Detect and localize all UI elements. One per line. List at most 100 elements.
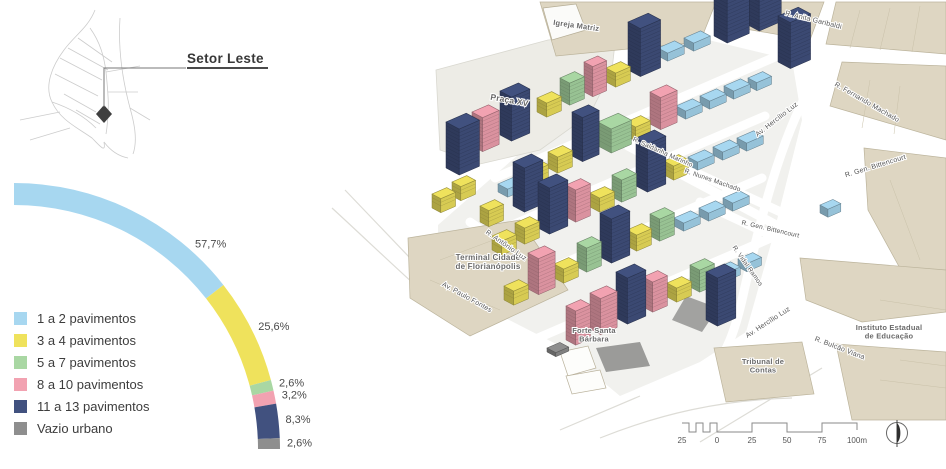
floor-line	[571, 133, 583, 140]
building	[737, 252, 763, 273]
floor-line	[575, 315, 591, 323]
building	[605, 61, 632, 88]
street	[490, 52, 780, 183]
building	[499, 82, 531, 142]
floor-line	[600, 309, 618, 317]
floor-lines	[576, 245, 602, 267]
floor-line	[565, 323, 576, 330]
floor-line	[600, 323, 618, 332]
floor-line	[549, 208, 568, 218]
floor-line	[635, 163, 648, 170]
building-roof	[649, 207, 676, 220]
scale-bar-line	[682, 422, 858, 433]
floor-line	[659, 223, 675, 231]
floor-line	[627, 277, 646, 286]
floor-line	[615, 297, 628, 304]
floor-line	[647, 164, 666, 174]
floor-line	[659, 216, 675, 223]
building	[713, 0, 750, 44]
building-roof	[576, 236, 603, 249]
floor-line	[537, 185, 550, 192]
building	[565, 178, 592, 223]
floor-line	[652, 297, 668, 304]
legend-item: 11 a 13 pavimentos	[14, 399, 150, 414]
floor-line	[597, 132, 612, 141]
floor-line	[482, 121, 500, 129]
floor-line	[647, 179, 666, 188]
scale-tick-label: 25	[748, 436, 757, 445]
floor-lines	[649, 93, 678, 124]
floor-line	[575, 318, 591, 326]
floor-line	[571, 151, 583, 158]
floor-line	[499, 101, 512, 109]
floor-line	[499, 94, 512, 101]
floor-line	[575, 187, 591, 194]
floor-line	[713, 25, 728, 33]
area-label: Forte Santa Bárbara	[572, 326, 616, 344]
legend-label: 11 a 13 pavimentos	[37, 399, 150, 414]
north-arrow-icon	[886, 420, 908, 447]
floor-line	[576, 250, 587, 256]
building	[576, 236, 603, 273]
floor-line	[586, 248, 602, 256]
floor-line	[445, 136, 460, 144]
floor-line	[666, 286, 677, 292]
floor-line	[635, 152, 648, 159]
floor-line	[599, 252, 612, 259]
floor-line	[790, 38, 811, 48]
floor-line	[627, 54, 641, 62]
lot-line	[429, 279, 501, 311]
floor-line	[499, 98, 512, 105]
floor-line	[717, 280, 736, 290]
building	[683, 30, 711, 52]
floor-line	[790, 35, 811, 45]
floor-line	[538, 280, 556, 288]
floor-line	[635, 166, 648, 174]
building-roof	[663, 154, 690, 167]
floor-line	[599, 198, 615, 206]
floor-line	[512, 201, 525, 208]
floor-line	[719, 0, 728, 5]
floor-line	[575, 308, 591, 315]
floor-line	[571, 115, 583, 122]
floor-line	[615, 279, 628, 286]
floor-line	[565, 334, 576, 341]
floor-line	[546, 100, 562, 107]
floor-line	[717, 309, 736, 318]
floor-line	[635, 155, 648, 163]
floor-line	[575, 205, 591, 212]
forte-outline	[565, 369, 607, 395]
floor-line	[713, 11, 728, 19]
floor-line	[586, 255, 602, 263]
floor-lines	[527, 254, 556, 292]
floor-line	[582, 146, 600, 154]
floor-line	[440, 195, 456, 203]
building-roof	[565, 299, 592, 312]
floor-line	[627, 39, 641, 47]
legend-swatch	[14, 356, 27, 369]
floor-line	[582, 121, 600, 129]
floor-line	[660, 111, 678, 120]
floor-line	[777, 19, 791, 27]
scale-tick-label: 100m	[847, 436, 867, 445]
floor-line	[605, 71, 616, 77]
floor-line	[512, 183, 525, 190]
floor-line	[652, 300, 668, 308]
floor-line	[538, 254, 556, 263]
floor-line	[640, 62, 661, 72]
floor-line	[600, 302, 618, 310]
area-label: Terminal Cidade de Florianópolis	[456, 253, 521, 271]
floor-line	[575, 333, 591, 341]
floor-line	[790, 31, 811, 41]
floor-line	[527, 278, 539, 285]
donut-segment	[254, 403, 280, 440]
floor-line	[575, 329, 591, 337]
floor-line	[445, 125, 460, 133]
building	[537, 173, 569, 235]
floor-line	[660, 108, 678, 116]
floor-line	[445, 143, 460, 151]
floor-line	[647, 139, 666, 148]
floor-line	[621, 177, 637, 184]
floor-line	[527, 285, 539, 292]
floor-line	[640, 23, 661, 33]
